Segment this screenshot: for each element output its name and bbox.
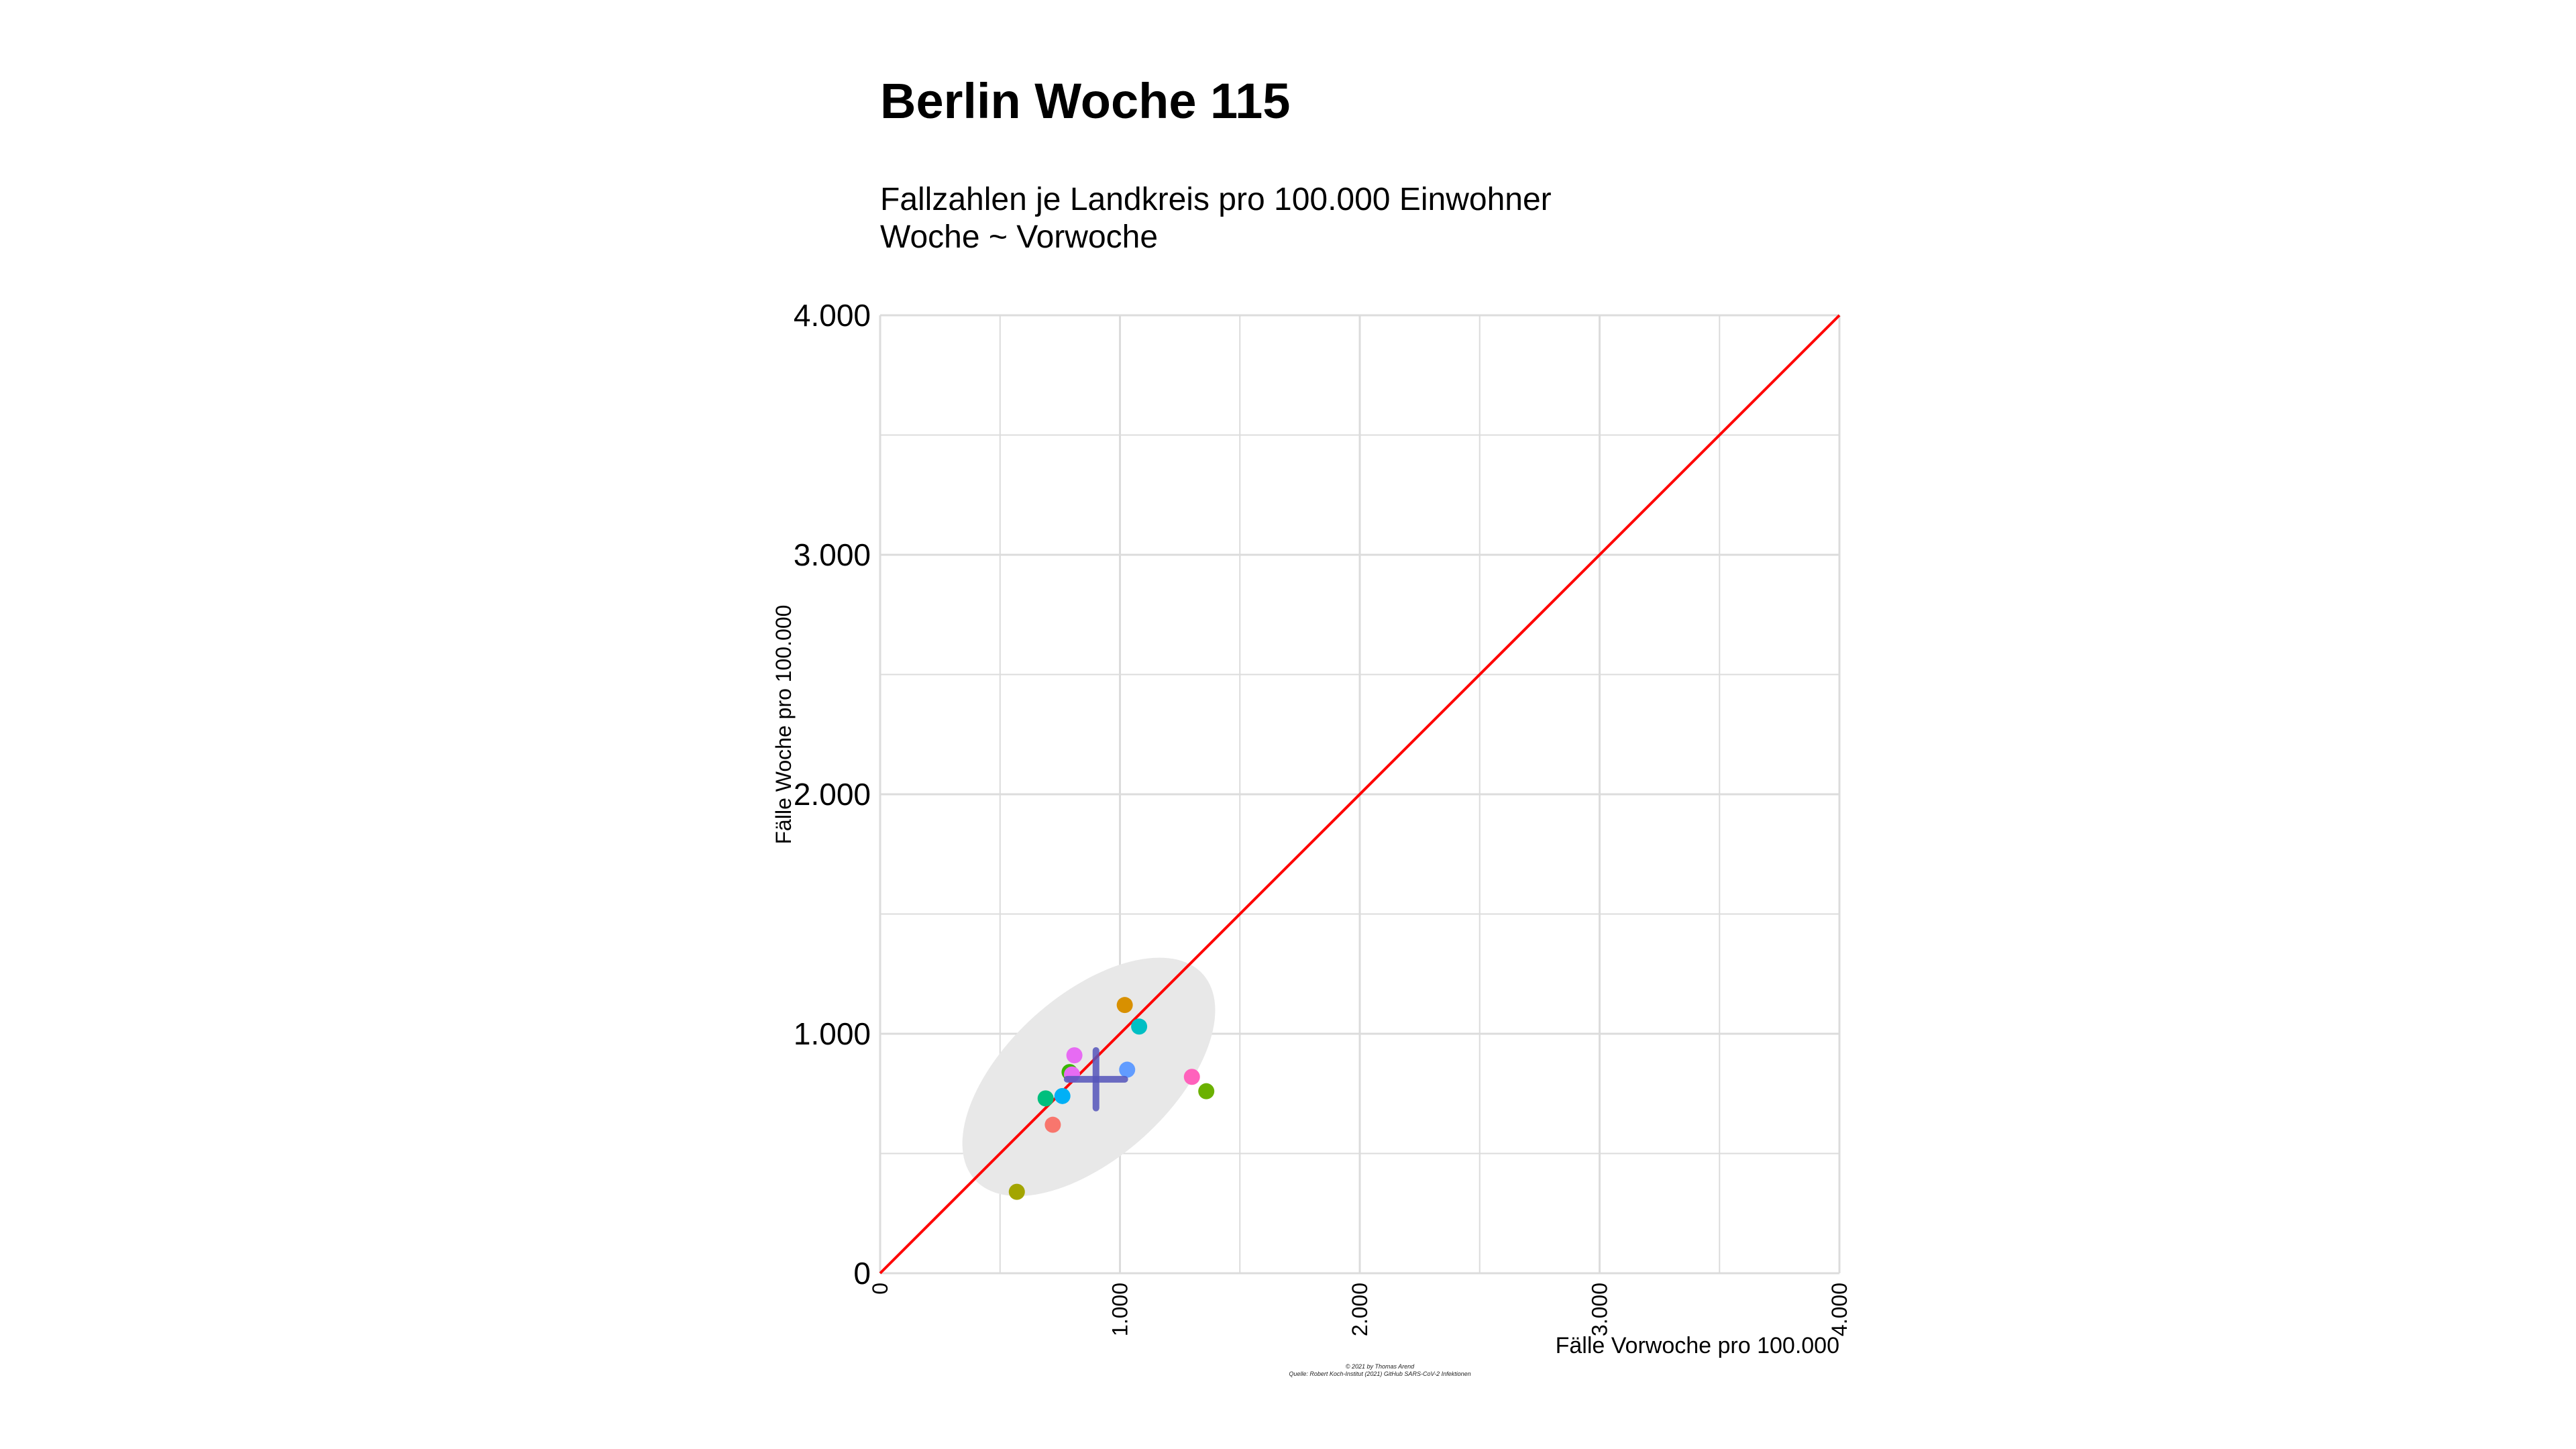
identity-line: [879, 314, 1841, 1275]
subtitle-line-2: Woche ~ Vorwoche: [880, 219, 1159, 255]
y-axis-label: Fälle Woche pro 100.000: [771, 604, 796, 845]
data-point: [1054, 1087, 1071, 1104]
data-point: [1008, 1183, 1025, 1200]
data-point: [1066, 1047, 1083, 1064]
data-point: [1037, 1090, 1054, 1107]
tick-labels: 0 1.000 2.000 3.000 4.000 0 1.000 2.000 3.000 4.0…: [794, 298, 1851, 1336]
y-tick-label: 3.000: [794, 537, 871, 572]
y-tick-label: 4.000: [794, 298, 871, 333]
caption-source: Quelle: Robert Koch-Institut (2021) GitH…: [1289, 1371, 1471, 1377]
data-point: [1198, 1083, 1215, 1099]
data-point: [1044, 1116, 1061, 1133]
x-axis-label: Fälle Vorwoche pro 100.000: [1555, 1333, 1839, 1358]
mean-cross-layer: [1063, 1046, 1128, 1112]
x-tick-label: 0: [868, 1283, 892, 1295]
source-caption: © 2021 by Thomas Arend Quelle: Robert Ko…: [1289, 1363, 1470, 1378]
x-tick-label: 4.000: [1827, 1283, 1851, 1336]
data-point: [1183, 1069, 1200, 1085]
data-point: [1119, 1061, 1136, 1078]
data-point: [1131, 1018, 1148, 1035]
identity-line-layer: [879, 314, 1841, 1275]
chart-title: Berlin Woche 115: [880, 73, 1291, 129]
x-tick-label: 3.000: [1588, 1283, 1612, 1336]
data-point: [1116, 997, 1133, 1014]
y-tick-label: 0: [853, 1256, 871, 1291]
subtitle-line-1: Fallzahlen je Landkreis pro 100.000 Einw…: [880, 182, 1552, 217]
x-tick-label: 1.000: [1108, 1283, 1132, 1336]
caption-copyright: © 2021 by Thomas Arend: [1345, 1363, 1415, 1370]
x-tick-label: 2.000: [1348, 1283, 1372, 1336]
y-tick-label: 1.000: [794, 1016, 871, 1051]
chart-subtitle: Fallzahlen je Landkreis pro 100.000 Einw…: [880, 181, 1552, 256]
y-tick-label: 2.000: [794, 777, 871, 812]
